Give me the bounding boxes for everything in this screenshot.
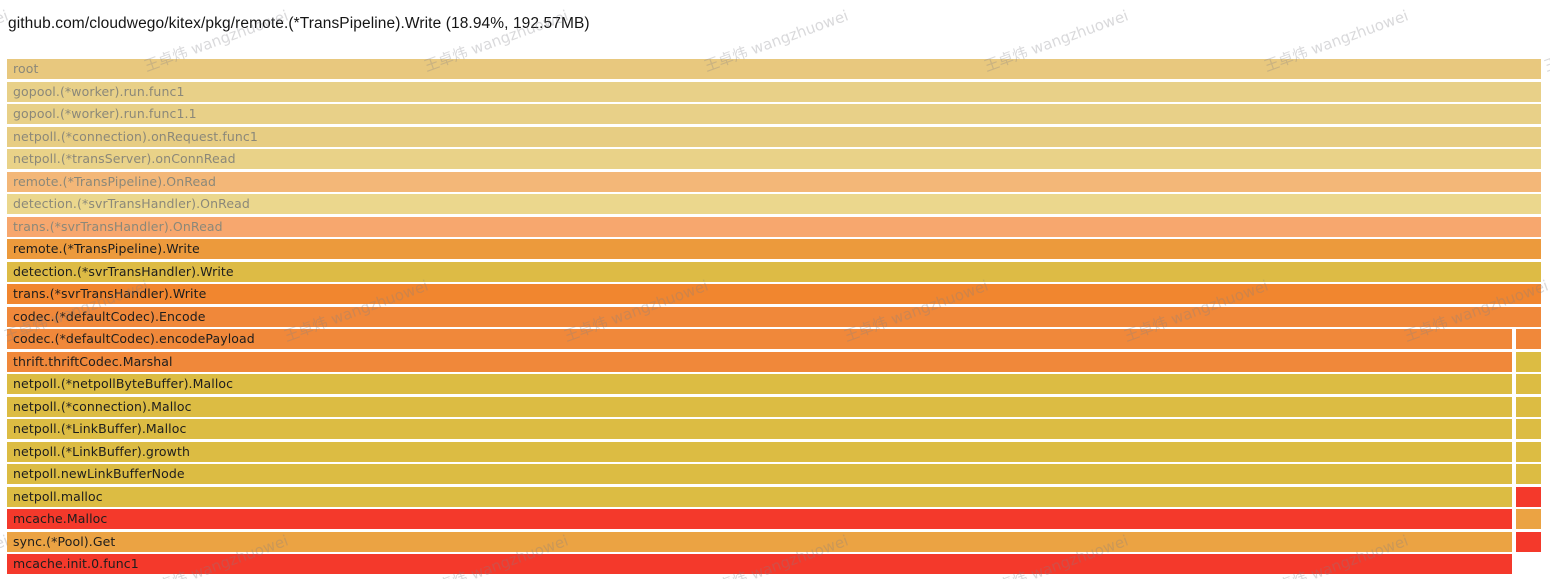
flame-frame[interactable]: thrift.thriftCodec.Marshal <box>7 351 1512 372</box>
flame-frame[interactable]: netpoll.(*netpollByteBuffer).Malloc <box>7 374 1512 394</box>
flame-row-20: netpoll.malloc <box>7 486 1543 507</box>
flame-frame[interactable]: netpoll.newLinkBufferNode <box>7 464 1512 484</box>
flame-row-3: gopool.(*worker).run.func1.1 <box>7 104 1543 124</box>
flame-row-1: root <box>7 59 1543 79</box>
flame-row-14: thrift.thriftCodec.Marshal <box>7 351 1543 372</box>
flame-frame-small-segment[interactable] <box>1516 374 1541 394</box>
flame-row-19: netpoll.newLinkBufferNode <box>7 464 1543 484</box>
flame-frame-label: gopool.(*worker).run.func1 <box>13 83 185 99</box>
flame-frame-label: netpoll.newLinkBufferNode <box>13 466 185 481</box>
flame-row-8: trans.(*svrTransHandler).OnRead <box>7 216 1543 237</box>
flame-frame[interactable]: netpoll.malloc <box>7 486 1512 507</box>
flame-frame[interactable]: mcache.init.0.func1 <box>7 554 1512 574</box>
flame-frame[interactable]: trans.(*svrTransHandler).OnRead <box>7 216 1541 237</box>
flame-row-22: sync.(*Pool).Get <box>7 531 1543 552</box>
flame-frame-label: codec.(*defaultCodec).encodePayload <box>13 331 255 346</box>
flame-frame-label: remote.(*TransPipeline).OnRead <box>13 173 217 189</box>
flame-frame-small-segment[interactable] <box>1516 396 1541 417</box>
flame-frame[interactable]: detection.(*svrTransHandler).Write <box>7 261 1541 282</box>
flame-row-17: netpoll.(*LinkBuffer).Malloc <box>7 419 1543 439</box>
flame-row-15: netpoll.(*netpollByteBuffer).Malloc <box>7 374 1543 394</box>
flame-frame[interactable]: netpoll.(*LinkBuffer).Malloc <box>7 419 1512 439</box>
flame-frame-label: trans.(*svrTransHandler).OnRead <box>13 218 223 234</box>
flame-row-7: detection.(*svrTransHandler).OnRead <box>7 194 1543 214</box>
flame-frame[interactable]: detection.(*svrTransHandler).OnRead <box>7 194 1541 214</box>
flame-frame-small-segment[interactable] <box>1516 509 1541 529</box>
flame-frame[interactable]: netpoll.(*connection).onRequest.func1 <box>7 126 1541 147</box>
flame-row-23: mcache.init.0.func1 <box>7 554 1543 574</box>
flame-frame[interactable]: gopool.(*worker).run.func1 <box>7 81 1541 102</box>
flame-frame-small-segment[interactable] <box>1516 329 1541 349</box>
flame-frame-small-segment[interactable] <box>1516 531 1541 552</box>
flame-frame[interactable]: codec.(*defaultCodec).Encode <box>7 306 1541 327</box>
flame-row-4: netpoll.(*connection).onRequest.func1 <box>7 126 1543 147</box>
flame-frame-label: netpoll.(*connection).Malloc <box>13 398 192 414</box>
flame-frame-label: sync.(*Pool).Get <box>13 533 116 549</box>
flame-frame-label: netpoll.(*transServer).onConnRead <box>13 151 236 166</box>
flame-frame[interactable]: netpoll.(*transServer).onConnRead <box>7 149 1541 169</box>
flame-frame-label: gopool.(*worker).run.func1.1 <box>13 106 197 121</box>
flame-frame-label: netpoll.(*LinkBuffer).growth <box>13 443 191 459</box>
flame-frame-small-segment[interactable] <box>1516 419 1541 439</box>
flame-frame-small-segment[interactable] <box>1516 464 1541 484</box>
flame-frame-small-segment[interactable] <box>1516 351 1541 372</box>
flame-frame[interactable]: remote.(*TransPipeline).OnRead <box>7 171 1541 192</box>
flame-frame-label: root <box>13 61 39 76</box>
flame-row-21: mcache.Malloc <box>7 509 1543 529</box>
flame-frame[interactable]: netpoll.(*connection).Malloc <box>7 396 1512 417</box>
flame-frame-label: netpoll.(*connection).onRequest.func1 <box>13 128 258 144</box>
flame-frame-label: trans.(*svrTransHandler).Write <box>13 286 207 301</box>
flame-frame-small-segment[interactable] <box>1516 441 1541 462</box>
flamegraph-canvas: root gopool.(*worker).run.func1 gopool.(… <box>7 59 1543 577</box>
flame-row-18: netpoll.(*LinkBuffer).growth <box>7 441 1543 462</box>
flame-row-10: detection.(*svrTransHandler).Write <box>7 261 1543 282</box>
flame-frame-label: thrift.thriftCodec.Marshal <box>13 353 173 369</box>
flame-row-11: trans.(*svrTransHandler).Write <box>7 284 1543 304</box>
flame-frame[interactable]: remote.(*TransPipeline).Write <box>7 239 1541 259</box>
flame-frame[interactable]: mcache.Malloc <box>7 509 1512 529</box>
flame-row-16: netpoll.(*connection).Malloc <box>7 396 1543 417</box>
flame-frame-label: mcache.init.0.func1 <box>13 556 139 571</box>
flame-row-13: codec.(*defaultCodec).encodePayload <box>7 329 1543 349</box>
flame-frame[interactable]: sync.(*Pool).Get <box>7 531 1512 552</box>
flame-row-12: codec.(*defaultCodec).Encode <box>7 306 1543 327</box>
flame-frame[interactable]: gopool.(*worker).run.func1.1 <box>7 104 1541 124</box>
flame-frame[interactable]: root <box>7 59 1541 79</box>
flame-frame[interactable]: trans.(*svrTransHandler).Write <box>7 284 1541 304</box>
flame-frame-label: detection.(*svrTransHandler).OnRead <box>13 196 250 211</box>
flame-frame-small-segment[interactable] <box>1516 486 1541 507</box>
flame-frame-label: netpoll.(*LinkBuffer).Malloc <box>13 421 187 436</box>
flamegraph-title: github.com/cloudwego/kitex/pkg/remote.(*… <box>8 15 590 32</box>
flame-frame-label: detection.(*svrTransHandler).Write <box>13 263 234 279</box>
flame-frame-label: mcache.Malloc <box>13 511 108 526</box>
flame-frame[interactable]: netpoll.(*LinkBuffer).growth <box>7 441 1512 462</box>
flame-row-5: netpoll.(*transServer).onConnRead <box>7 149 1543 169</box>
flame-frame-label: codec.(*defaultCodec).Encode <box>13 308 206 324</box>
flame-frame-label: remote.(*TransPipeline).Write <box>13 241 200 256</box>
flame-frame-label: netpoll.malloc <box>13 488 103 504</box>
flame-row-9: remote.(*TransPipeline).Write <box>7 239 1543 259</box>
flame-frame-label: netpoll.(*netpollByteBuffer).Malloc <box>13 376 234 391</box>
flame-row-2: gopool.(*worker).run.func1 <box>7 81 1543 102</box>
flame-row-6: remote.(*TransPipeline).OnRead <box>7 171 1543 192</box>
flame-frame[interactable]: codec.(*defaultCodec).encodePayload <box>7 329 1512 349</box>
